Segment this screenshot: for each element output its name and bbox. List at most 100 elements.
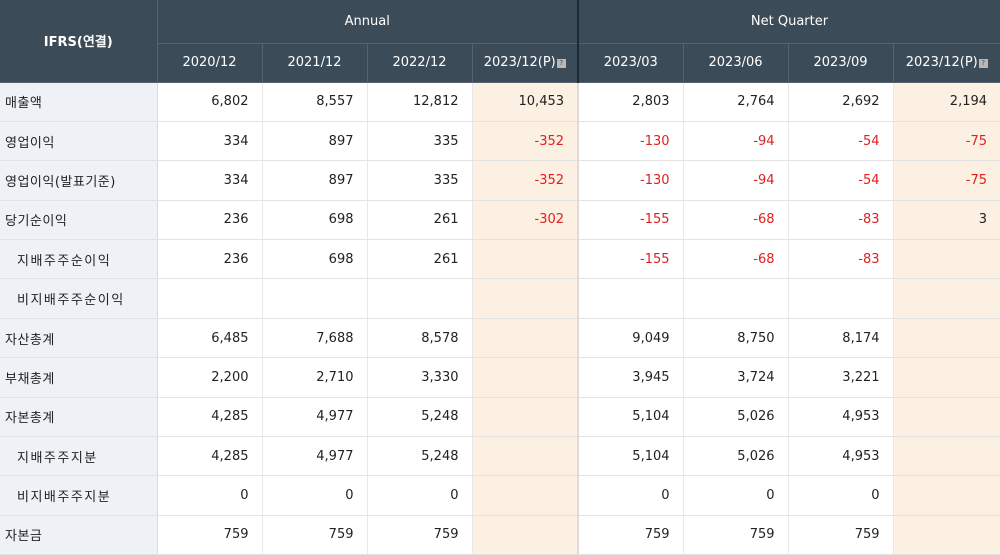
value-cell: 897 [261, 160, 367, 201]
value-cell: 759 [682, 515, 789, 555]
value-cell [471, 515, 579, 555]
value-cell: 0 [156, 475, 262, 516]
period-header[interactable]: 2023/09 [787, 43, 894, 83]
value-cell: 759 [577, 515, 684, 555]
table-row: 지배주주지분 4,285 4,977 5,248 5,104 5,026 4,953 [0, 436, 1000, 477]
estimate-info-icon[interactable]: ? [978, 59, 988, 68]
value-cell [892, 357, 1000, 398]
period-header[interactable]: 2021/12 [261, 43, 367, 83]
value-cell: 8,174 [787, 318, 894, 359]
value-cell: 2,803 [577, 82, 684, 122]
value-cell [892, 475, 1000, 516]
value-cell: -83 [787, 239, 894, 280]
value-cell: 236 [156, 200, 262, 241]
quarter-group-header[interactable]: Net Quarter [577, 0, 1000, 44]
value-cell [471, 357, 579, 398]
value-cell: -130 [577, 160, 684, 201]
value-cell: 3,221 [787, 357, 894, 398]
value-cell: 759 [261, 515, 367, 555]
value-cell [892, 397, 1000, 438]
period-header[interactable]: 2023/03 [577, 43, 684, 83]
period-label: 2023/12(P) [905, 55, 978, 70]
value-cell: 4,977 [261, 397, 367, 438]
value-cell: 261 [366, 239, 472, 280]
value-cell: 4,285 [156, 436, 262, 477]
value-cell: 0 [261, 475, 367, 516]
value-cell: -155 [577, 200, 684, 241]
value-cell: 335 [366, 121, 472, 162]
value-cell: 334 [156, 121, 262, 162]
value-cell [892, 436, 1000, 477]
accounting-standard-header[interactable]: IFRS(연결) [0, 0, 157, 83]
value-cell: -75 [892, 160, 1000, 201]
row-label[interactable]: 영업이익 [0, 121, 158, 162]
value-cell: 2,764 [682, 82, 789, 122]
table-body: 매출액 6,802 8,557 12,812 10,453 2,803 2,764 2,692… [0, 82, 1000, 555]
value-cell: 5,026 [682, 397, 789, 438]
value-cell [471, 278, 579, 319]
value-cell [577, 278, 684, 319]
value-cell: 5,248 [366, 436, 472, 477]
period-header-estimate[interactable]: 2023/12(P)? [892, 43, 1000, 83]
value-cell: 0 [787, 475, 894, 516]
row-label[interactable]: 매출액 [0, 82, 158, 122]
value-cell: 2,710 [261, 357, 367, 398]
estimate-info-icon[interactable]: ? [556, 59, 566, 68]
value-cell [471, 397, 579, 438]
value-cell: 3,724 [682, 357, 789, 398]
period-header-estimate[interactable]: 2023/12(P)? [471, 43, 579, 83]
value-cell: 335 [366, 160, 472, 201]
row-label[interactable]: 영업이익(발표기준) [0, 160, 158, 201]
value-cell: 8,557 [261, 82, 367, 122]
value-cell: 334 [156, 160, 262, 201]
row-label[interactable]: 부채총계 [0, 357, 158, 398]
value-cell: -352 [471, 160, 579, 201]
table-row: 영업이익 334 897 335 -352 -130 -94 -54 -75 [0, 121, 1000, 162]
value-cell: 7,688 [261, 318, 367, 359]
row-label[interactable]: 당기순이익 [0, 200, 158, 241]
row-label[interactable]: 비지배주주순이익 [0, 278, 158, 319]
value-cell: 0 [577, 475, 684, 516]
value-cell [261, 278, 367, 319]
value-cell: -94 [682, 121, 789, 162]
period-header[interactable]: 2020/12 [156, 43, 262, 83]
value-cell: 897 [261, 121, 367, 162]
value-cell: 261 [366, 200, 472, 241]
table-row: 비지배주주지분 0 0 0 0 0 0 [0, 475, 1000, 516]
value-cell: 5,248 [366, 397, 472, 438]
value-cell: 3,945 [577, 357, 684, 398]
period-header[interactable]: 2022/12 [366, 43, 472, 83]
value-cell: 5,104 [577, 397, 684, 438]
row-label[interactable]: 지배주주순이익 [0, 239, 158, 280]
value-cell: -68 [682, 239, 789, 280]
row-label[interactable]: 지배주주지분 [0, 436, 158, 477]
row-label[interactable]: 자본총계 [0, 397, 158, 438]
value-cell: 0 [366, 475, 472, 516]
row-label[interactable]: 비지배주주지분 [0, 475, 158, 516]
value-cell [156, 278, 262, 319]
value-cell: -94 [682, 160, 789, 201]
table-row: 비지배주주순이익 [0, 278, 1000, 319]
row-label[interactable]: 자산총계 [0, 318, 158, 359]
value-cell: -83 [787, 200, 894, 241]
value-cell: -352 [471, 121, 579, 162]
value-cell [366, 278, 472, 319]
value-cell: 8,750 [682, 318, 789, 359]
header-group-row: IFRS(연결) Annual Net Quarter [0, 0, 1000, 83]
value-cell: -130 [577, 121, 684, 162]
value-cell [892, 239, 1000, 280]
value-cell [471, 318, 579, 359]
row-label[interactable]: 자본금 [0, 515, 158, 555]
value-cell: 759 [787, 515, 894, 555]
value-cell: 3 [892, 200, 1000, 241]
value-cell: 4,977 [261, 436, 367, 477]
period-header[interactable]: 2023/06 [682, 43, 789, 83]
value-cell: 236 [156, 239, 262, 280]
value-cell: -75 [892, 121, 1000, 162]
value-cell: 759 [156, 515, 262, 555]
value-cell: 4,285 [156, 397, 262, 438]
annual-group-header[interactable]: Annual [156, 0, 579, 44]
table-row: 당기순이익 236 698 261 -302 -155 -68 -83 3 [0, 200, 1000, 241]
value-cell: 698 [261, 200, 367, 241]
value-cell: 0 [682, 475, 789, 516]
